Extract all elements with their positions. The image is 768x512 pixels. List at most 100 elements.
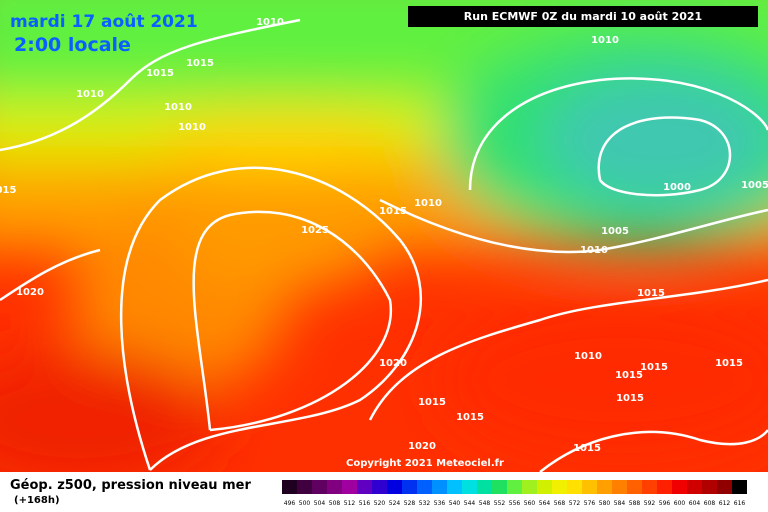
scale-swatch	[642, 480, 657, 494]
scale-label: 588	[629, 500, 641, 507]
isobar-label: 015	[0, 185, 16, 196]
isobar-label: 1020	[379, 358, 407, 369]
scale-swatch	[342, 480, 357, 494]
isobar-label: 1015	[146, 68, 174, 79]
map-time: 2:00 locale	[14, 34, 131, 56]
scale-label: 612	[719, 500, 731, 507]
map-title: mardi 17 août 2021	[10, 12, 198, 32]
scale-swatch	[297, 480, 312, 494]
scale-swatch	[597, 480, 612, 494]
scale-label: 576	[584, 500, 596, 507]
scale-swatch	[402, 480, 417, 494]
scale-label: 564	[539, 500, 551, 507]
isobar-label: 1010	[256, 17, 284, 28]
isobar-label: 1010	[580, 245, 608, 256]
scale-label: 616	[734, 500, 746, 507]
scale-swatch	[537, 480, 552, 494]
scale-label: 580	[599, 500, 611, 507]
footer-lead: (+168h)	[14, 495, 60, 506]
scale-label: 524	[389, 500, 401, 507]
scale-swatch	[687, 480, 702, 494]
isobar-label: 1020	[408, 441, 436, 452]
color-scale: 496 500 504 508 512 516 520 524 528 532 536 540 544 5…	[282, 480, 747, 507]
scale-swatch	[732, 480, 747, 494]
scale-swatch	[447, 480, 462, 494]
scale-swatch	[387, 480, 402, 494]
scale-swatch	[552, 480, 567, 494]
scale-swatch	[417, 480, 432, 494]
isobar-label: 1015	[418, 397, 446, 408]
scale-label: 592	[644, 500, 656, 507]
isobar-label: 1015	[640, 362, 668, 373]
scale-label: 504	[314, 500, 326, 507]
scale-label: 532	[419, 500, 431, 507]
scale-swatch	[612, 480, 627, 494]
scale-swatch	[582, 480, 597, 494]
scale-swatch	[627, 480, 642, 494]
scale-label: 500	[299, 500, 311, 507]
scale-label: 548	[479, 500, 491, 507]
isobar-label: 1015	[616, 393, 644, 404]
scale-swatch	[312, 480, 327, 494]
isobar-label: 1010	[178, 122, 206, 133]
scale-swatch	[702, 480, 717, 494]
isobar-label: 1020	[16, 287, 44, 298]
scale-label: 552	[494, 500, 506, 507]
scale-swatch	[672, 480, 687, 494]
isobar-label: 1015	[456, 412, 484, 423]
copyright: Copyright 2021 Meteociel.fr	[346, 458, 504, 469]
scale-swatch	[717, 480, 732, 494]
scale-label: 536	[434, 500, 446, 507]
scale-swatch	[492, 480, 507, 494]
run-box	[408, 6, 758, 27]
isobar-lines	[0, 18, 768, 472]
footer-title: Géop. z500, pression niveau mer	[10, 478, 251, 493]
scale-label: 512	[344, 500, 356, 507]
scale-label: 516	[359, 500, 371, 507]
scale-swatch	[432, 480, 447, 494]
scale-swatch	[372, 480, 387, 494]
isobar-label: 1015	[573, 443, 601, 454]
scale-label: 556	[509, 500, 521, 507]
isobar-label: 1015	[186, 58, 214, 69]
scale-label: 520	[374, 500, 386, 507]
scale-label: 540	[449, 500, 461, 507]
isobar-label: 1000	[663, 182, 691, 193]
scale-label: 560	[524, 500, 536, 507]
scale-swatch	[357, 480, 372, 494]
isobar-label: 1015	[637, 288, 665, 299]
scale-label: 608	[704, 500, 716, 507]
scale-label: 508	[329, 500, 341, 507]
isobar-label: 1015	[379, 206, 407, 217]
isobar-label: 1005	[601, 226, 629, 237]
scale-label: 544	[464, 500, 476, 507]
scale-swatch	[522, 480, 537, 494]
scale-label: 528	[404, 500, 416, 507]
isobar-label: 1010	[574, 351, 602, 362]
isobar-label: 1010	[76, 89, 104, 100]
isobar-label: 1005	[741, 180, 768, 191]
isobar-labels: 1010101510151010101010100151020102510151…	[0, 17, 768, 454]
scale-label: 568	[554, 500, 566, 507]
scale-swatch	[327, 480, 342, 494]
scale-label: 600	[674, 500, 686, 507]
scale-swatch	[282, 480, 297, 494]
scale-swatch	[657, 480, 672, 494]
scale-swatch	[462, 480, 477, 494]
scale-label: 584	[614, 500, 626, 507]
isobar-label: 1010	[164, 102, 192, 113]
scale-label: 496	[284, 500, 296, 507]
isobar-label: 1025	[301, 225, 329, 236]
isobar-label: 1010	[414, 198, 442, 209]
run-label: Run ECMWF 0Z du mardi 10 août 2021	[464, 10, 702, 23]
scale-label: 596	[659, 500, 671, 507]
scale-swatch	[507, 480, 522, 494]
isobar-label: 1015	[615, 370, 643, 381]
scale-label: 604	[689, 500, 701, 507]
isobar-label: 1015	[715, 358, 743, 369]
scale-swatch	[567, 480, 582, 494]
field	[0, 0, 768, 472]
scale-swatch	[477, 480, 492, 494]
